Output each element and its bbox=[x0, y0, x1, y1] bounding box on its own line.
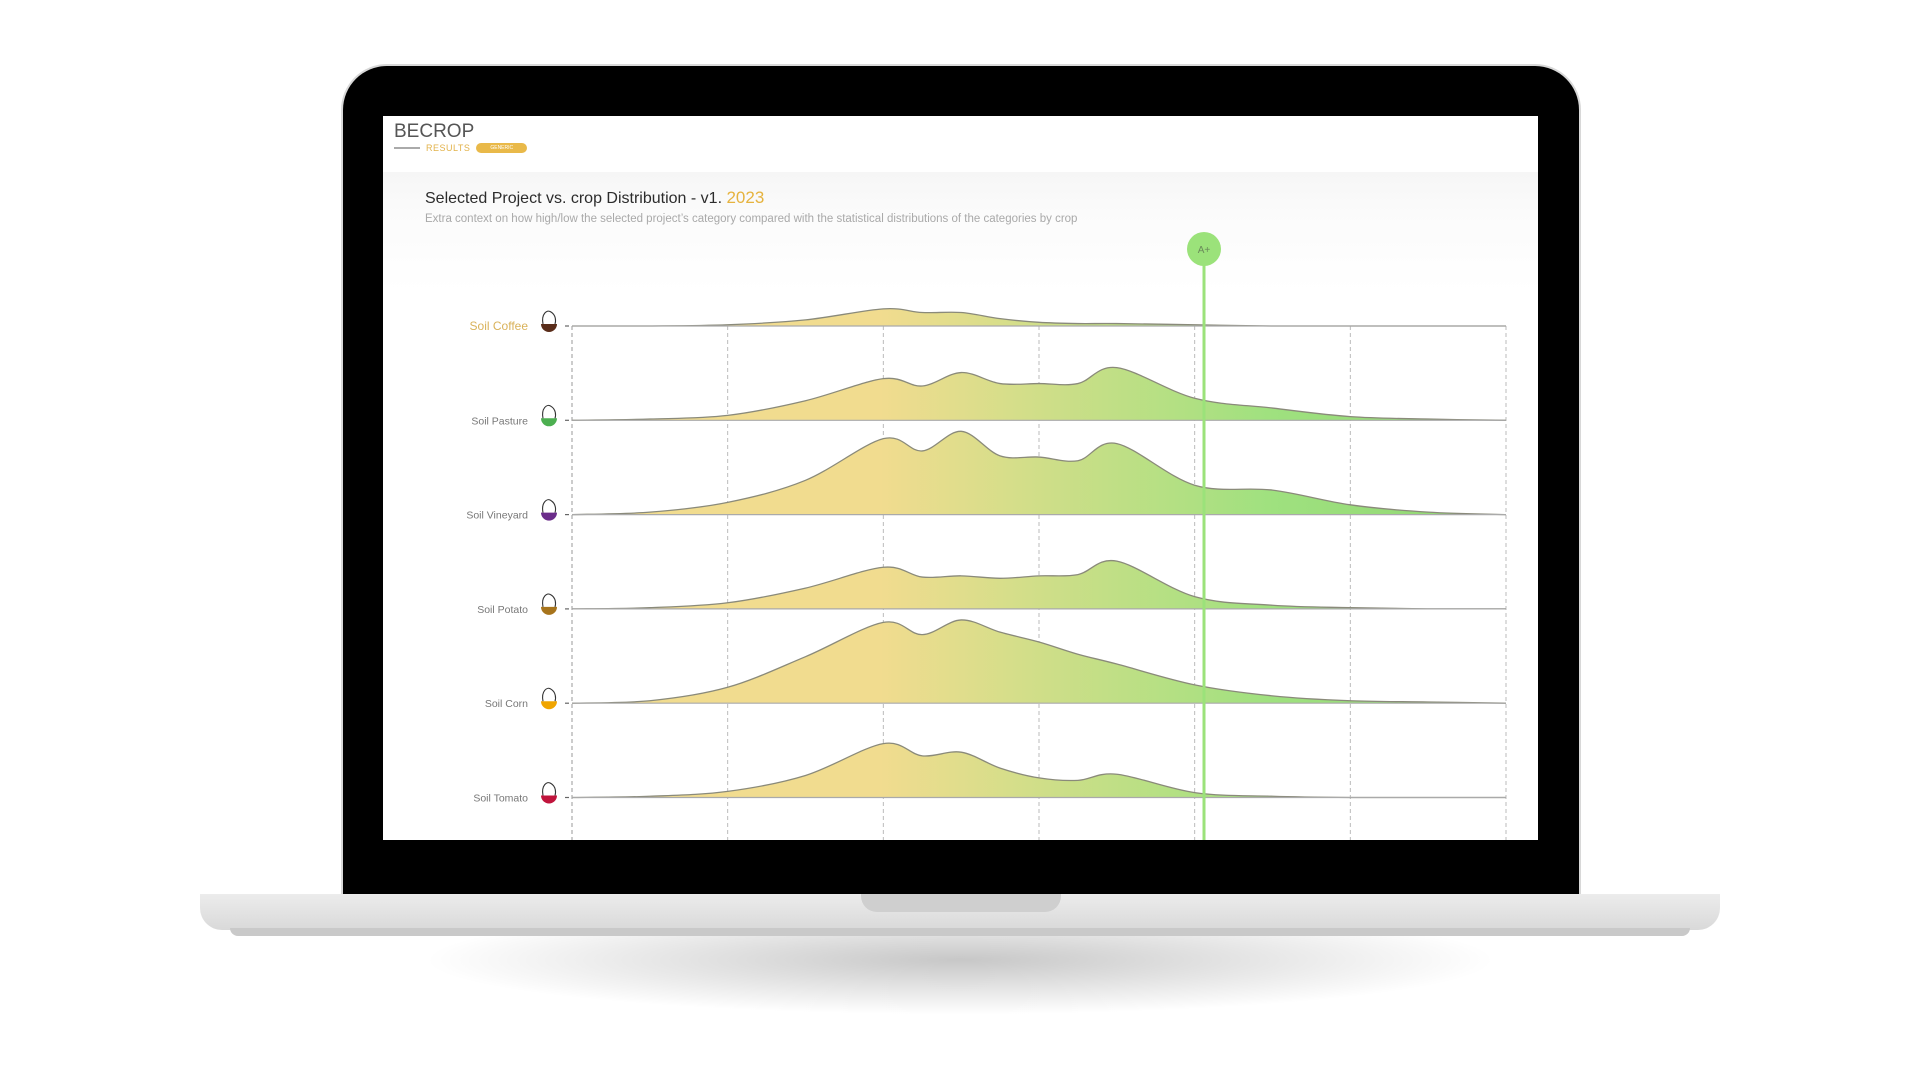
density-outline bbox=[571, 559, 1506, 610]
coffee-icon-outline bbox=[542, 310, 557, 325]
density-outline bbox=[571, 430, 1507, 516]
logo[interactable]: BECROP RESULTS GENERIC bbox=[394, 121, 528, 153]
title-text: Selected Project vs. crop Distribution -… bbox=[425, 190, 723, 207]
coffee-icon bbox=[541, 324, 557, 332]
potato-icon bbox=[541, 606, 557, 615]
logo-text: BECROP bbox=[394, 121, 475, 142]
tomato-icon bbox=[541, 795, 557, 804]
row-label: Soil Potato bbox=[477, 604, 528, 616]
row-label: Soil Pasture bbox=[471, 415, 528, 427]
density-outline bbox=[571, 619, 1507, 704]
title-year: 2023 bbox=[726, 188, 765, 207]
row-label: Soil Vineyard bbox=[466, 510, 528, 522]
row-label: Soil Tomato bbox=[473, 793, 528, 805]
vineyard-icon bbox=[541, 512, 557, 521]
ridgeline-chart: Soil Coffee Soil Pasture Soil Vineyard Soil… bbox=[466, 232, 1507, 840]
density-area bbox=[572, 619, 1506, 704]
vineyard-icon-outline bbox=[542, 499, 557, 513]
laptop-base-lip bbox=[230, 928, 1690, 936]
chart-title: Selected Project vs. crop Distribution -… bbox=[425, 188, 764, 208]
logo-divider bbox=[394, 147, 420, 149]
screen: BECROP RESULTS GENERIC Selected Project … bbox=[383, 116, 1538, 840]
marker-label: A+ bbox=[1198, 245, 1211, 256]
generic-badge: GENERIC bbox=[476, 143, 528, 153]
row-label: Soil Coffee bbox=[470, 319, 529, 333]
chart-subtitle: Extra context on how high/low the select… bbox=[425, 213, 1078, 225]
pasture-icon-outline bbox=[542, 404, 557, 419]
density-area bbox=[572, 743, 1506, 798]
density-area bbox=[572, 560, 1506, 609]
tomato-icon-outline bbox=[542, 782, 557, 796]
pasture-icon bbox=[541, 418, 557, 427]
potato-icon-outline bbox=[542, 593, 557, 608]
row-label: Soil Corn bbox=[485, 698, 528, 710]
app-header: BECROP RESULTS GENERIC bbox=[383, 116, 1538, 172]
density-area bbox=[572, 431, 1506, 515]
laptop-notch bbox=[861, 894, 1061, 912]
density-area bbox=[572, 308, 1506, 326]
density-outline bbox=[571, 366, 1507, 421]
corn-icon bbox=[541, 701, 557, 710]
section-label: RESULTS bbox=[426, 143, 471, 153]
selected-project-marker bbox=[1187, 232, 1222, 266]
density-area bbox=[572, 367, 1506, 421]
corn-icon-outline bbox=[542, 687, 557, 702]
